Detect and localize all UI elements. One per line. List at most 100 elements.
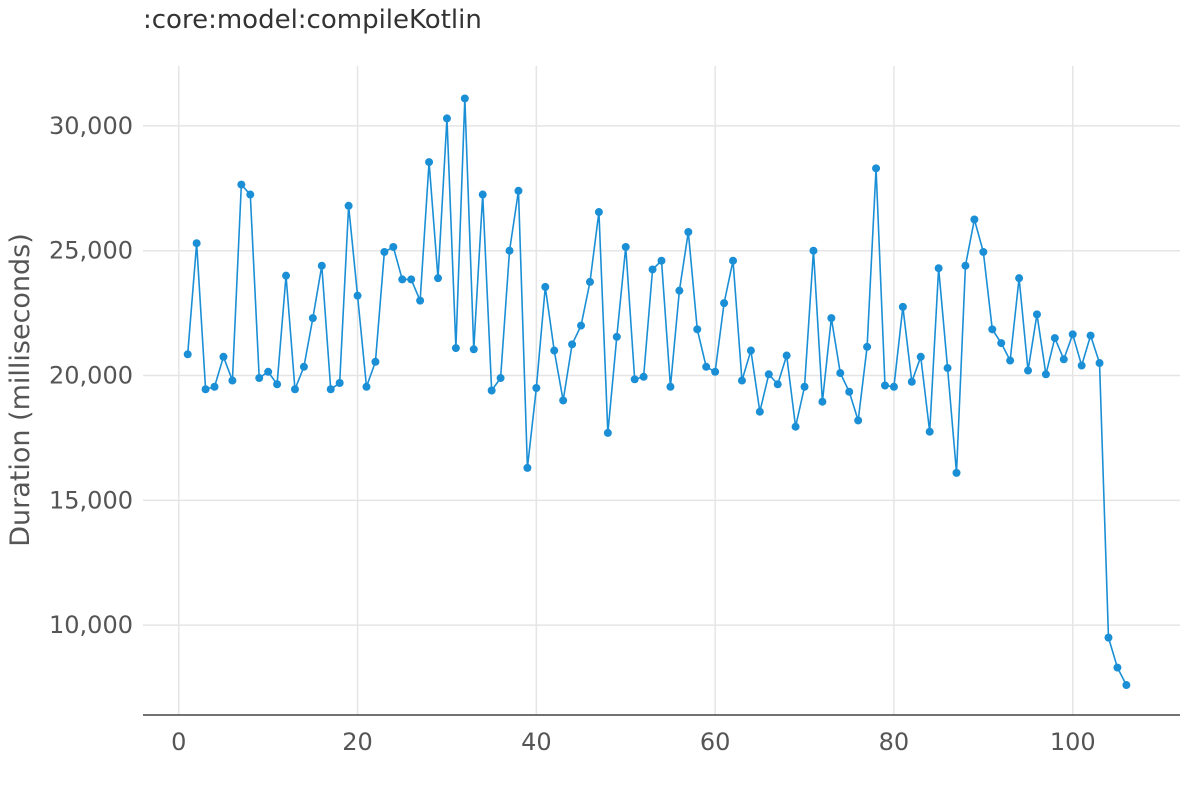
- data-point: [612, 332, 621, 341]
- data-point: [568, 340, 577, 349]
- data-point: [872, 164, 881, 173]
- series-group-0: [183, 94, 1131, 690]
- x-tick-label: 40: [521, 728, 552, 756]
- data-point: [210, 382, 219, 391]
- data-point: [1050, 334, 1059, 343]
- data-point: [782, 351, 791, 360]
- data-point: [1041, 370, 1050, 379]
- data-point: [541, 282, 550, 291]
- data-point: [246, 190, 255, 199]
- data-point: [988, 325, 997, 334]
- data-point: [585, 277, 594, 286]
- data-point: [290, 385, 299, 394]
- y-tick-label: 20,000: [49, 362, 133, 390]
- data-point: [1104, 633, 1113, 642]
- data-point: [755, 407, 764, 416]
- data-point: [550, 346, 559, 355]
- data-point: [577, 321, 586, 330]
- data-point: [863, 342, 872, 351]
- data-point: [219, 352, 228, 361]
- data-point: [809, 246, 818, 255]
- data-point: [299, 362, 308, 371]
- data-point: [469, 345, 478, 354]
- data-point: [264, 367, 273, 376]
- tick-labels: 0 20 40 60 80 100 10,000 15,000 20,000 25,000 30,0…: [49, 112, 1096, 756]
- data-point: [729, 256, 738, 265]
- data-point: [594, 208, 603, 217]
- chart-title: :core:model:compileKotlin: [143, 5, 482, 35]
- data-point: [711, 367, 720, 376]
- data-point: [961, 261, 970, 270]
- x-tick-label: 0: [171, 728, 186, 756]
- data-point: [460, 94, 469, 103]
- series: [183, 94, 1131, 690]
- data-point: [532, 384, 541, 392]
- data-point: [353, 291, 362, 300]
- data-point: [889, 382, 898, 391]
- series-line: [186, 98, 1128, 686]
- data-point: [1095, 359, 1104, 368]
- data-point: [478, 190, 487, 199]
- data-point: [907, 377, 916, 386]
- data-point: [773, 380, 782, 389]
- data-point: [1059, 355, 1068, 364]
- data-point: [282, 271, 291, 280]
- data-point: [845, 387, 854, 396]
- data-point: [898, 302, 907, 311]
- data-point: [362, 382, 371, 391]
- data-point: [442, 114, 451, 123]
- data-point: [559, 396, 568, 405]
- data-point: [505, 246, 514, 255]
- data-point: [675, 286, 684, 295]
- data-point: [693, 325, 702, 334]
- x-tick-label: 20: [342, 728, 373, 756]
- data-point: [183, 350, 192, 359]
- data-point: [1032, 310, 1041, 319]
- data-point: [1068, 330, 1077, 339]
- data-point: [335, 379, 344, 388]
- data-point: [925, 427, 934, 436]
- data-point: [201, 385, 210, 394]
- y-tick-label: 10,000: [49, 611, 133, 639]
- data-point: [1015, 274, 1024, 283]
- x-tick-label: 60: [700, 728, 731, 756]
- data-point: [371, 357, 380, 366]
- data-point: [192, 239, 201, 248]
- data-point: [791, 422, 800, 431]
- y-tick-label: 15,000: [49, 486, 133, 514]
- data-point: [639, 372, 648, 381]
- data-point: [1006, 356, 1015, 365]
- data-point: [1024, 366, 1033, 375]
- data-point: [496, 374, 505, 383]
- data-point: [737, 376, 746, 385]
- data-point: [425, 158, 434, 167]
- y-tick-label: 25,000: [49, 237, 133, 265]
- data-point: [1077, 361, 1086, 370]
- data-point: [1113, 663, 1122, 672]
- data-point: [657, 256, 666, 265]
- data-point: [764, 370, 773, 379]
- data-point: [684, 227, 693, 236]
- data-point: [702, 362, 711, 371]
- data-point: [407, 275, 416, 284]
- data-point: [255, 374, 264, 383]
- data-point: [630, 375, 639, 384]
- data-point: [380, 247, 389, 256]
- x-tick-label: 80: [879, 728, 910, 756]
- data-point: [934, 264, 943, 273]
- y-tick-label: 30,000: [49, 112, 133, 140]
- x-tick-label: 100: [1050, 728, 1096, 756]
- data-point: [854, 416, 863, 425]
- data-point: [979, 247, 988, 256]
- data-point: [916, 352, 925, 361]
- data-point: [836, 369, 845, 378]
- data-point: [326, 385, 335, 394]
- data-point: [818, 397, 827, 406]
- data-point: [344, 201, 353, 210]
- data-point: [1122, 681, 1131, 690]
- data-point: [273, 380, 282, 389]
- data-point: [997, 339, 1006, 348]
- data-point: [666, 382, 675, 391]
